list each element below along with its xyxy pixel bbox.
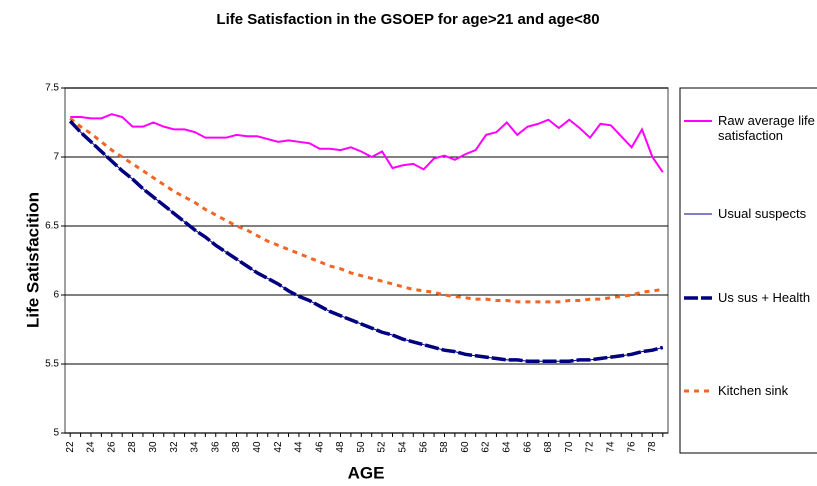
x-tick-label: 78 — [647, 441, 658, 453]
x-tick-label: 70 — [564, 441, 575, 453]
legend-label: Us sus + Health — [718, 290, 811, 305]
x-tick-label: 56 — [418, 441, 429, 453]
y-tick-label: 6.5 — [45, 221, 59, 232]
legend-label: Kitchen sink — [718, 383, 789, 398]
y-tick-label: 5.5 — [45, 359, 59, 370]
x-tick-label: 22 — [65, 441, 76, 453]
y-tick-label: 6 — [53, 290, 59, 301]
x-tick-label: 32 — [169, 441, 180, 453]
legend-box — [679, 87, 817, 454]
x-tick-label: 28 — [127, 441, 138, 453]
x-tick-label: 52 — [377, 441, 388, 453]
x-tick-label: 36 — [210, 441, 221, 453]
x-tick-label: 44 — [294, 441, 305, 453]
x-tick-label: 72 — [585, 441, 596, 453]
x-tick-label: 24 — [86, 441, 97, 453]
x-tick-label: 64 — [501, 441, 512, 453]
x-tick-label: 50 — [356, 441, 367, 453]
x-tick-label: 60 — [460, 441, 471, 453]
x-tick-label: 34 — [190, 441, 201, 453]
series-line — [69, 120, 663, 362]
y-tick-label: 5 — [53, 428, 59, 439]
x-tick-label: 74 — [605, 441, 616, 453]
x-tick-label: 54 — [398, 441, 409, 453]
series-line — [70, 113, 664, 173]
x-axis-label: AGE — [348, 463, 385, 482]
legend-label: Usual suspects — [718, 206, 807, 221]
chart-title: Life Satisfaction in the GSOEP for age>2… — [216, 11, 599, 28]
x-tick-label: 30 — [148, 441, 159, 453]
x-tick-label: 40 — [252, 441, 263, 453]
x-tick-label: 48 — [335, 441, 346, 453]
x-tick-label: 46 — [314, 441, 325, 453]
x-tick-label: 58 — [439, 441, 450, 453]
x-tick-label: 26 — [106, 441, 117, 453]
x-tick-label: 66 — [522, 441, 533, 453]
plot-area — [64, 87, 669, 434]
series-line — [69, 117, 663, 304]
x-tick-label: 42 — [273, 441, 284, 453]
x-tick-label: 68 — [543, 441, 554, 453]
y-axis-label: Life Satisfacition — [23, 192, 42, 328]
y-tick-label: 7.5 — [45, 83, 59, 94]
legend-label: Raw average life satisfaction — [718, 113, 815, 143]
x-tick-label: 38 — [231, 441, 242, 453]
x-tick-label: 62 — [481, 441, 492, 453]
x-tick-label: 76 — [626, 441, 637, 453]
y-tick-label: 7 — [53, 152, 59, 163]
